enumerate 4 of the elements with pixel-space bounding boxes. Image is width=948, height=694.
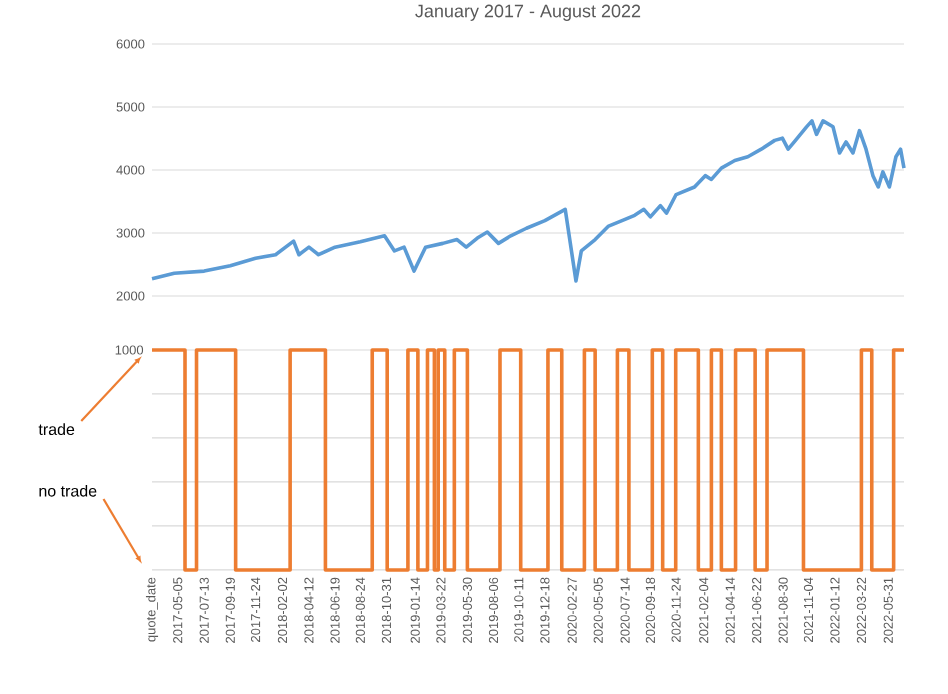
line-series	[150, 119, 906, 283]
chart-title: January 2017 - August 2022	[415, 4, 641, 21]
text: no trade	[39, 484, 97, 497]
text: trade	[38, 423, 75, 436]
